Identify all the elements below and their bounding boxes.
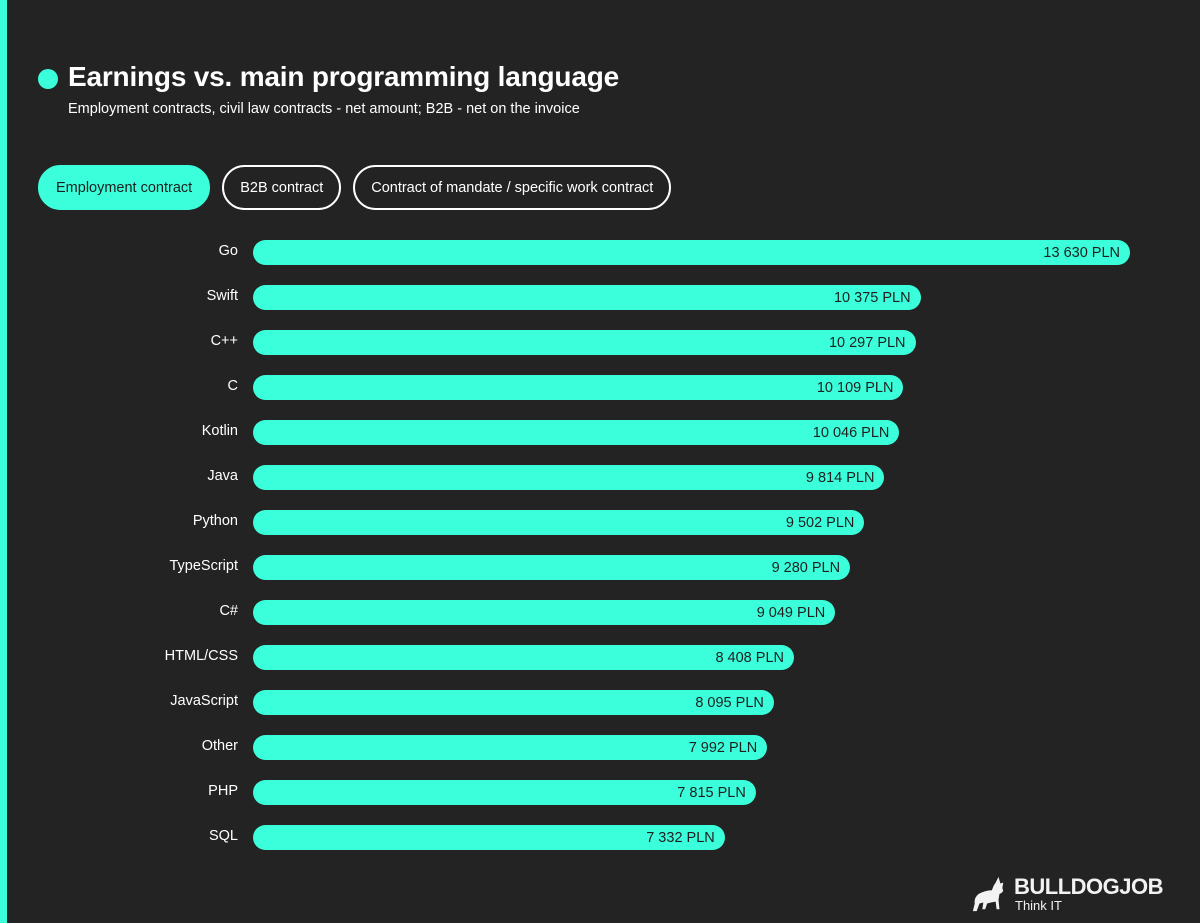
category-label: Java [207,468,238,484]
bar-value-label: 9 814 PLN [805,469,875,486]
chart-row: Go 13 630 PLN [0,240,1200,265]
bar[interactable]: 9 814 PLN [253,465,885,490]
bar[interactable]: 7 815 PLN [253,780,756,805]
chart-row: Java 9 814 PLN [0,465,1200,490]
category-label: Kotlin [201,423,238,439]
bar-value-label: 7 992 PLN [688,739,758,756]
category-label: PHP [208,783,238,799]
bar[interactable]: 10 297 PLN [253,330,916,355]
bar[interactable]: 9 502 PLN [253,510,865,535]
category-label: Swift [206,288,238,304]
bar[interactable]: 10 109 PLN [253,375,904,400]
bar[interactable]: 7 332 PLN [253,825,725,850]
chart-row: SQL 7 332 PLN [0,825,1200,850]
category-label: Python [192,513,238,529]
bar-value-label: 9 049 PLN [756,604,826,621]
bar-value-label: 13 630 PLN [1043,244,1120,261]
category-label: C [227,378,238,394]
category-label: HTML/CSS [164,648,238,664]
chart-row: C 10 109 PLN [0,375,1200,400]
bar-value-label: 10 375 PLN [833,289,911,306]
logo-tagline: Think IT [1015,898,1062,913]
bar-value-label: 8 408 PLN [715,649,784,666]
accent-stripe [0,0,7,923]
bar-value-label: 7 332 PLN [646,829,715,846]
tab-b2b-contract[interactable]: B2B contract [222,165,342,210]
bar[interactable]: 8 408 PLN [253,645,794,670]
category-label: C++ [210,333,238,349]
chart-row: C# 9 049 PLN [0,600,1200,625]
chart-title: Earnings vs. main programming language [68,61,619,92]
category-label: TypeScript [169,558,239,574]
category-label: SQL [208,828,238,844]
chart-row: Kotlin 10 046 PLN [0,420,1200,445]
bar-value-label: 9 502 PLN [785,514,855,531]
chart-row: JavaScript 8 095 PLN [0,690,1200,715]
tab-employment-contract[interactable]: Employment contract [38,165,211,210]
chart-row: PHP 7 815 PLN [0,780,1200,805]
chart-row: TypeScript 9 280 PLN [0,555,1200,580]
bar-value-label: 10 297 PLN [828,334,906,351]
chart-row: Python 9 502 PLN [0,510,1200,535]
bar-value-label: 7 815 PLN [677,784,746,801]
tab-mandate-specific-work-contract[interactable]: Contract of mandate / specific work cont… [353,165,672,210]
bar-value-label: 9 280 PLN [771,559,841,576]
bulldogjob-logo[interactable]: BULLDOGJOB Think IT [970,874,1164,913]
category-label: Other [201,738,238,754]
bulldog-icon [972,876,1004,912]
chart-row: Swift 10 375 PLN [0,285,1200,310]
category-label: JavaScript [170,693,238,709]
category-label: Go [218,243,238,259]
bar[interactable]: 10 375 PLN [253,285,921,310]
chart-row: HTML/CSS 8 408 PLN [0,645,1200,670]
bar[interactable]: 9 049 PLN [253,600,836,625]
bar[interactable]: 8 095 PLN [253,690,774,715]
contract-type-tabs: Employment contract B2B contract Contrac… [38,165,672,210]
category-label: C# [219,603,238,619]
bar[interactable]: 9 280 PLN [253,555,851,580]
bar[interactable]: 13 630 PLN [253,240,1130,265]
title-bullet-icon [38,69,58,89]
chart-row: Other 7 992 PLN [0,735,1200,760]
bar[interactable]: 10 046 PLN [253,420,900,445]
bar-value-label: 8 095 PLN [695,694,764,711]
chart-row: C++ 10 297 PLN [0,330,1200,355]
bar-value-label: 10 046 PLN [812,424,890,441]
logo-brand-text: BULLDOGJOB [1014,874,1164,899]
chart-subtitle: Employment contracts, civil law contract… [68,101,580,117]
bar[interactable]: 7 992 PLN [253,735,768,760]
bar-value-label: 10 109 PLN [816,379,894,396]
